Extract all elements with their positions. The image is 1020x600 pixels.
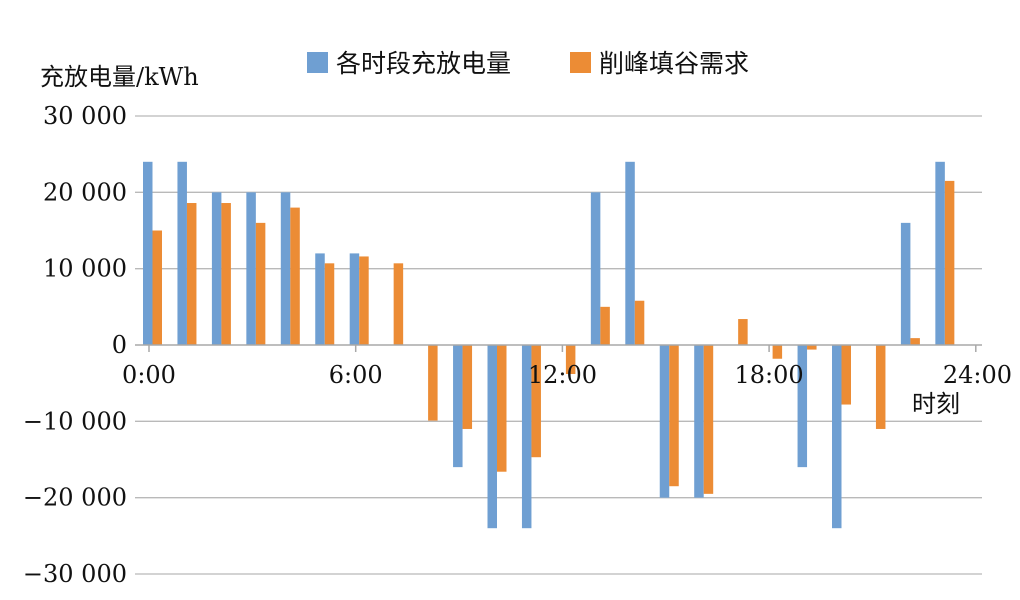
bar-series-1-hour-3: [255, 222, 266, 345]
x-tick-label: 0:00: [122, 361, 176, 389]
bar-series-0-hour-5: [315, 253, 325, 345]
x-tick-label: 24:00: [943, 361, 1012, 389]
grid: [135, 115, 982, 575]
bar-series-1-hour-18: [772, 345, 783, 359]
y-tick-label: −30 000: [23, 560, 127, 588]
y-tick-labels: 30 000 20 000 10 000 0 −10 000 −20 000 −30 000: [23, 102, 127, 588]
bar-series-0-hour-3: [246, 192, 256, 345]
bar-series-0-hour-11: [521, 345, 532, 529]
y-tick-label: −20 000: [23, 484, 127, 512]
legend-swatch-series-1: [570, 52, 591, 73]
bar-series-0-hour-0: [143, 161, 153, 345]
bar-series-1-hour-4: [290, 207, 300, 345]
bar-series-1-hour-21: [875, 345, 886, 429]
bar-series-1-hour-5: [324, 263, 335, 345]
bar-series-0-hour-14: [625, 161, 635, 345]
bar-series-1-hour-13: [600, 306, 610, 345]
bar-series-1-hour-16: [703, 345, 714, 494]
bar-series-1-hour-23: [944, 180, 955, 345]
bar-series-1-hour-6: [359, 256, 369, 345]
y-tick-label: 20 000: [43, 178, 127, 206]
bar-series-1-hour-12: [565, 345, 576, 375]
legend: 各时段充放电量 削峰填谷需求: [307, 49, 749, 78]
legend-label-series-1: 削峰填谷需求: [599, 49, 749, 78]
bar-series-1-hour-10: [497, 345, 507, 472]
bar-series-0-hour-20: [832, 345, 842, 529]
bar-series-1-hour-14: [634, 300, 645, 345]
bars: [143, 161, 955, 529]
bar-series-0-hour-19: [797, 345, 808, 468]
bar-series-1-hour-20: [841, 345, 851, 405]
x-tick-label: 18:00: [735, 361, 804, 389]
bar-series-1-hour-19: [807, 345, 817, 350]
bar-series-1-hour-9: [462, 345, 473, 429]
x-tick-label: 6:00: [329, 361, 383, 389]
y-tick-label: −10 000: [23, 407, 127, 435]
bar-series-0-hour-15: [659, 345, 670, 498]
bar-series-0-hour-22: [900, 222, 911, 345]
bar-series-1-hour-7: [393, 263, 404, 345]
bar-series-1-hour-22: [910, 338, 920, 345]
bar-series-1-hour-15: [669, 345, 679, 487]
legend-swatch-series-0: [307, 52, 328, 73]
bar-series-1-hour-0: [152, 230, 162, 345]
y-tick-label: 10 000: [43, 255, 127, 283]
bar-series-1-hour-11: [531, 345, 541, 458]
x-axis-title: 时刻: [912, 390, 960, 418]
bar-series-0-hour-2: [211, 192, 222, 345]
x-tick-labels: 0:00 6:00 12:00 18:00 24:00: [122, 361, 1012, 389]
x-axis: [135, 344, 982, 352]
bar-series-0-hour-23: [935, 161, 945, 345]
bar-series-0-hour-4: [280, 192, 291, 345]
bar-series-0-hour-1: [177, 161, 187, 345]
legend-label-series-0: 各时段充放电量: [336, 49, 511, 78]
y-axis-title: 充放电量/kWh: [40, 63, 199, 91]
y-tick-label: 0: [112, 331, 127, 359]
bar-series-1-hour-1: [186, 203, 197, 345]
bar-series-0-hour-16: [694, 345, 704, 498]
bar-series-1-hour-2: [221, 203, 231, 345]
bar-series-0-hour-13: [590, 192, 601, 345]
bar-series-0-hour-10: [487, 345, 497, 529]
x-tick-label: 12:00: [528, 361, 597, 389]
y-tick-label: 30 000: [43, 102, 127, 130]
bar-series-1-hour-8: [428, 345, 438, 421]
bar-series-1-hour-17: [738, 319, 748, 345]
bar-series-0-hour-9: [453, 345, 463, 468]
bar-series-0-hour-6: [349, 253, 360, 345]
